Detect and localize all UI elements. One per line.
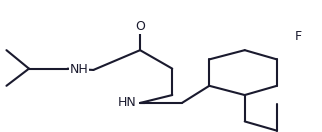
Text: NH: NH [70,63,88,76]
Text: F: F [294,30,301,43]
Text: O: O [135,20,145,33]
Text: HN: HN [118,96,137,109]
